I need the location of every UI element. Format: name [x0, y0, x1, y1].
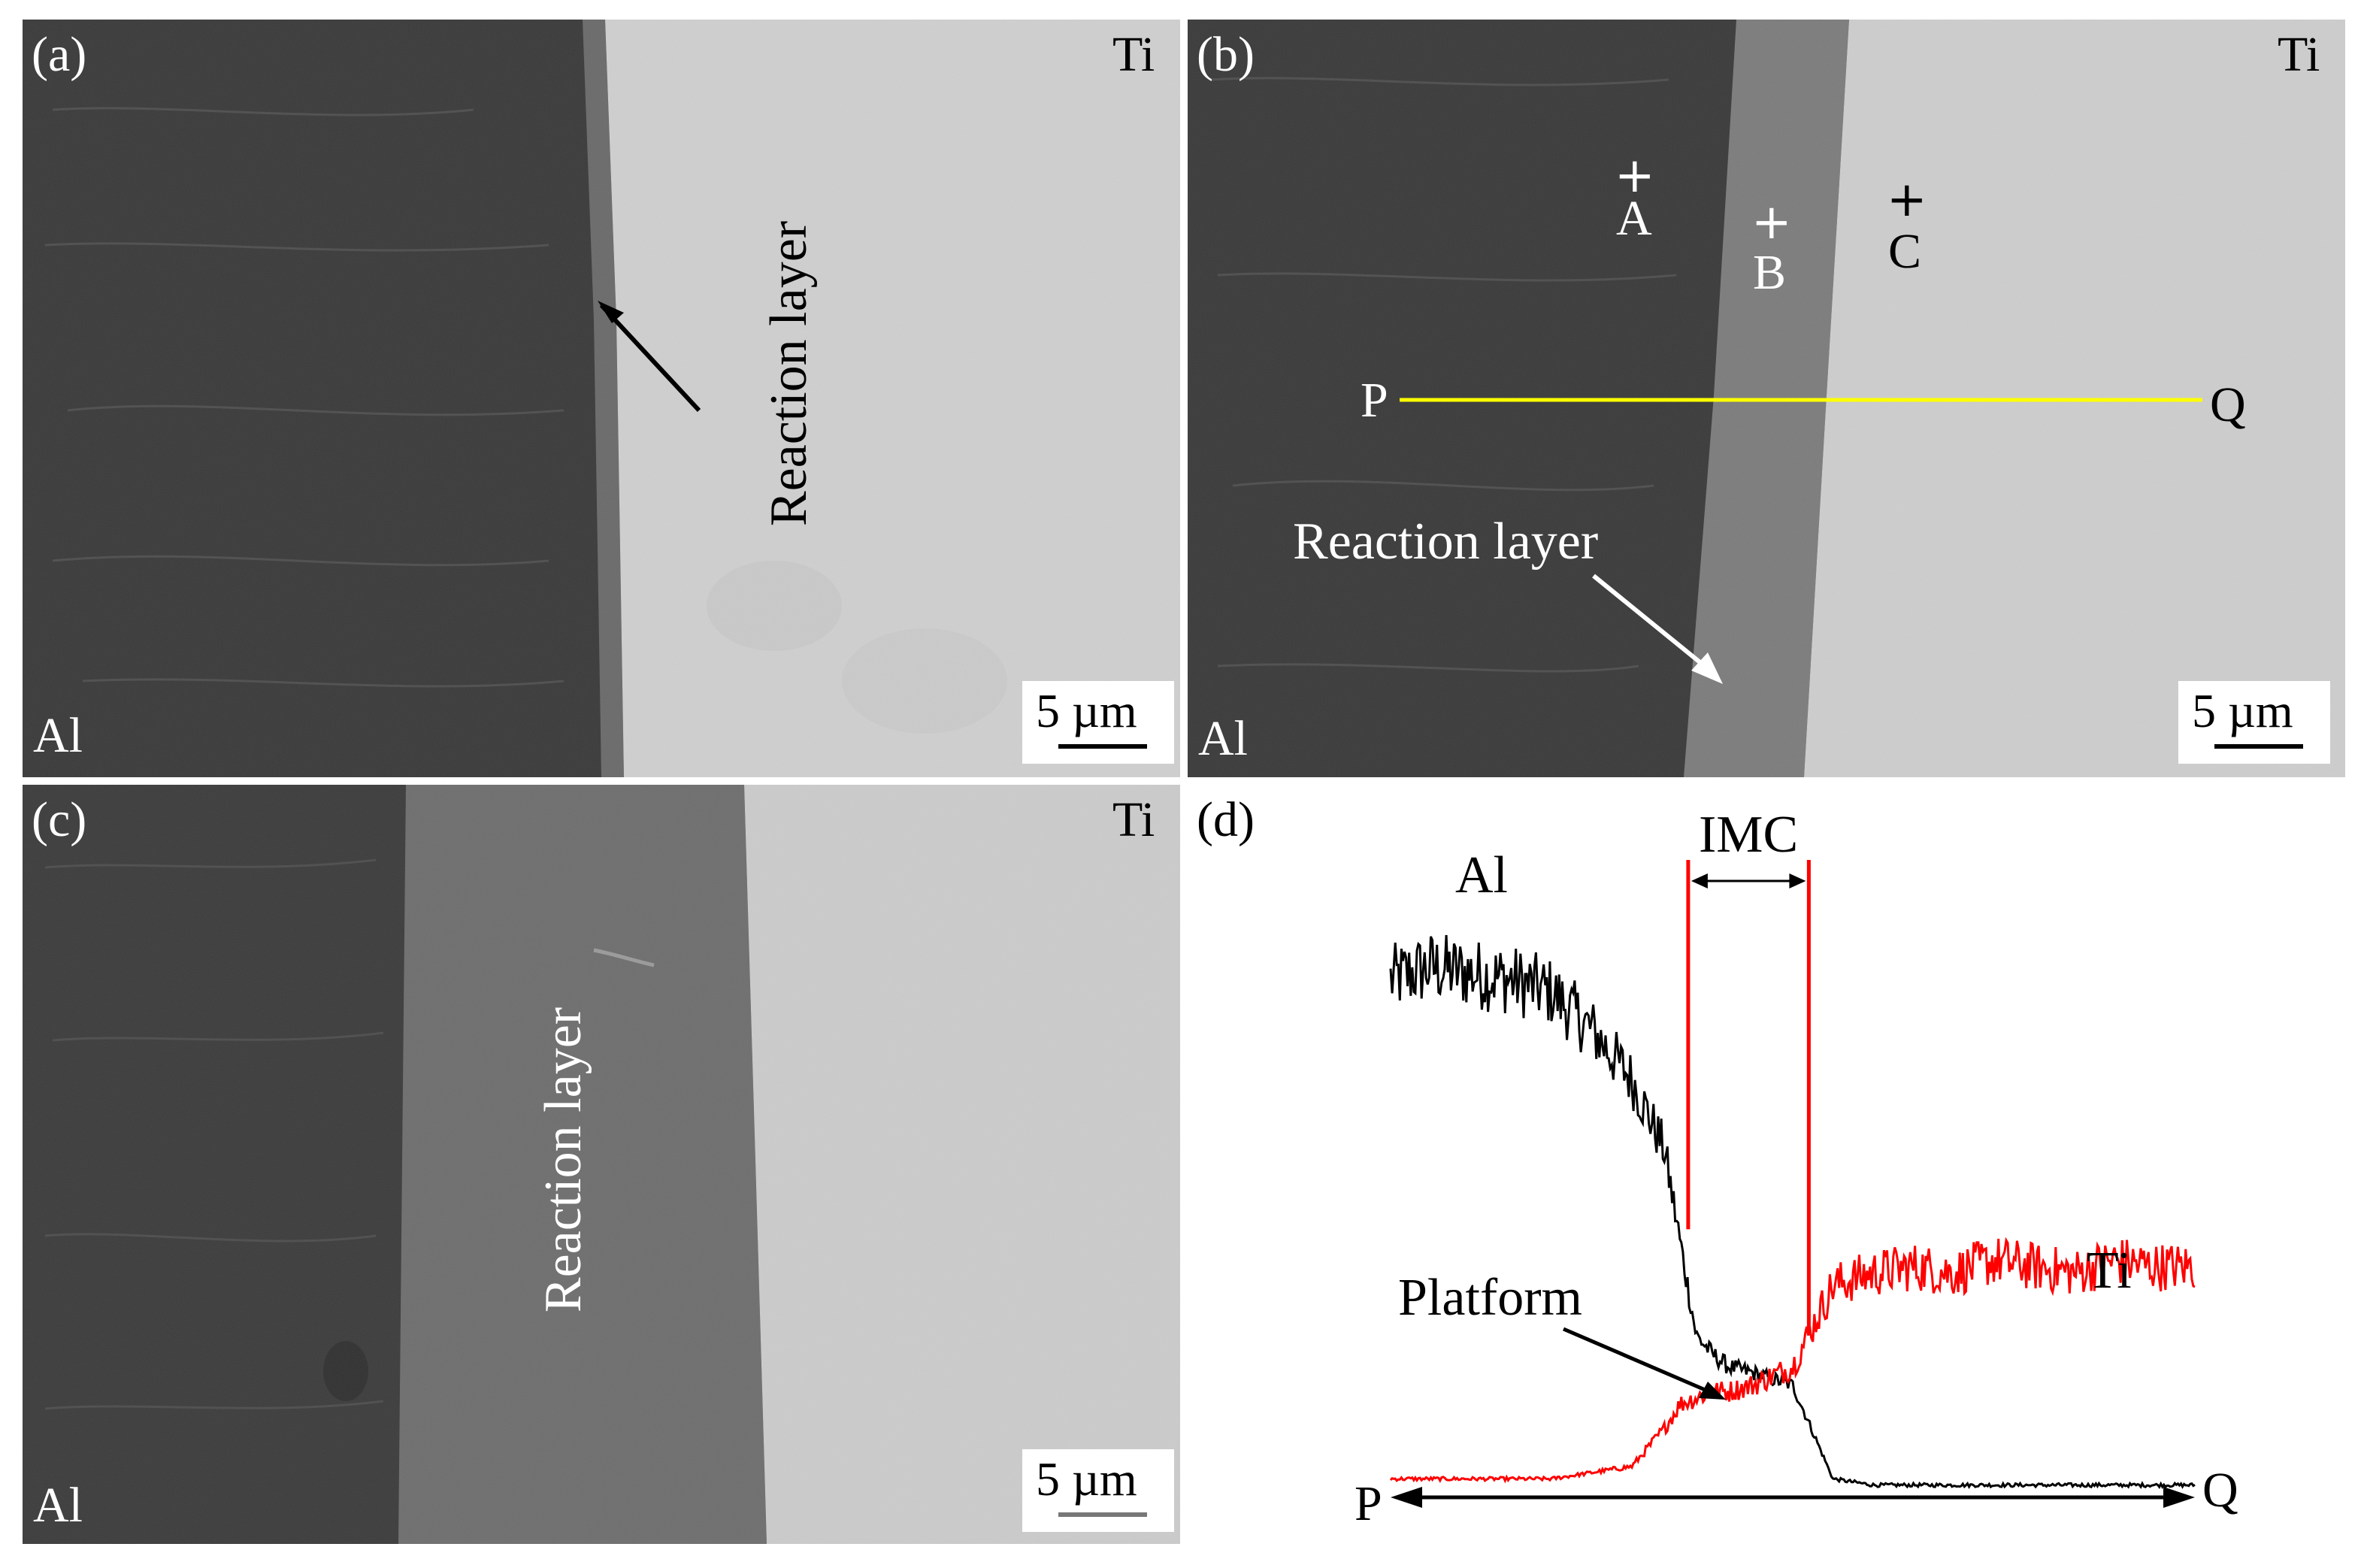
scan-start-label: P: [1361, 373, 1388, 428]
point-b-marker: +: [1751, 195, 1792, 250]
panel-c-image: [23, 785, 1180, 1544]
panel-a-image: [23, 20, 1180, 777]
panel-b-al-label: Al: [1198, 711, 1248, 766]
panel-c-reaction-layer-label: Reaction layer: [534, 1006, 592, 1313]
scale-bar-text: 5 µm: [1036, 684, 1137, 737]
scale-bar-line: [1058, 1512, 1147, 1517]
panel-c-ti-label: Ti: [1112, 792, 1155, 847]
point-a-label: A: [1616, 191, 1652, 246]
panel-b-scale-bar: 5 µm: [2178, 681, 2330, 764]
imc-label: IMC: [1699, 806, 1799, 864]
axis-end-label: Q: [2202, 1463, 2238, 1518]
al-curve: [1389, 934, 2196, 1490]
reaction-layer-arrow: [1592, 574, 1715, 676]
panel-b-label: (b): [1197, 27, 1255, 82]
imc-arrow-left-head: [1691, 873, 1708, 888]
panel-a-ti-label: Ti: [1112, 27, 1155, 82]
ti-curve: [1389, 1237, 2196, 1484]
panel-a-al-label: Al: [33, 708, 83, 763]
panel-c-label: (c): [32, 792, 87, 847]
scan-end-label: Q: [2210, 377, 2246, 432]
panel-a-micrograph: (a) Ti Al Reaction layer 5 µm: [23, 20, 1180, 777]
panel-b-micrograph: (b) Ti Al + A + B + C P Q Reaction layer…: [1188, 20, 2345, 777]
imc-arrow-right-head: [1789, 873, 1806, 888]
point-b-label: B: [1753, 245, 1787, 300]
point-c-label: C: [1888, 224, 1922, 279]
panel-d-line-scan-chart: (d) Al IMC Ti Platform P Q: [1188, 785, 2345, 1544]
panel-b-image: [1188, 20, 2345, 777]
point-a-marker: +: [1615, 148, 1655, 204]
pq-axis-right-head: [2163, 1487, 2195, 1508]
panel-c-scale-bar: 5 µm: [1022, 1449, 1174, 1532]
point-c-marker: +: [1887, 172, 1927, 228]
panel-a-scale-bar: 5 µm: [1022, 681, 1174, 764]
panel-b-reaction-layer-label: Reaction layer: [1293, 513, 1599, 571]
line-scan-plot: [1389, 860, 2196, 1508]
panel-c-al-label: Al: [33, 1478, 83, 1533]
ti-curve-label: Ti: [2087, 1242, 2132, 1300]
al-curve-label: Al: [1455, 846, 1508, 904]
platform-label: Platform: [1398, 1269, 1582, 1327]
scale-bar-text: 5 µm: [1036, 1452, 1137, 1506]
scale-bar-line: [2214, 744, 2303, 749]
scale-bar-line: [1058, 744, 1147, 749]
platform-arrow: [1563, 1327, 1715, 1396]
platform-arrow-head: [1699, 1382, 1726, 1400]
panel-c-micrograph: (c) Ti Al Reaction layer 5 µm: [23, 785, 1180, 1544]
axis-start-label: P: [1355, 1476, 1382, 1531]
panel-a-reaction-layer-label: Reaction layer: [760, 220, 818, 527]
scale-bar-text: 5 µm: [2192, 684, 2293, 737]
pq-axis-left-head: [1391, 1487, 1422, 1508]
reaction-layer-arrow: [599, 303, 701, 413]
panel-d-label: (d): [1197, 792, 1255, 847]
panel-b-ti-label: Ti: [2278, 27, 2320, 82]
panel-a-label: (a): [32, 27, 87, 82]
